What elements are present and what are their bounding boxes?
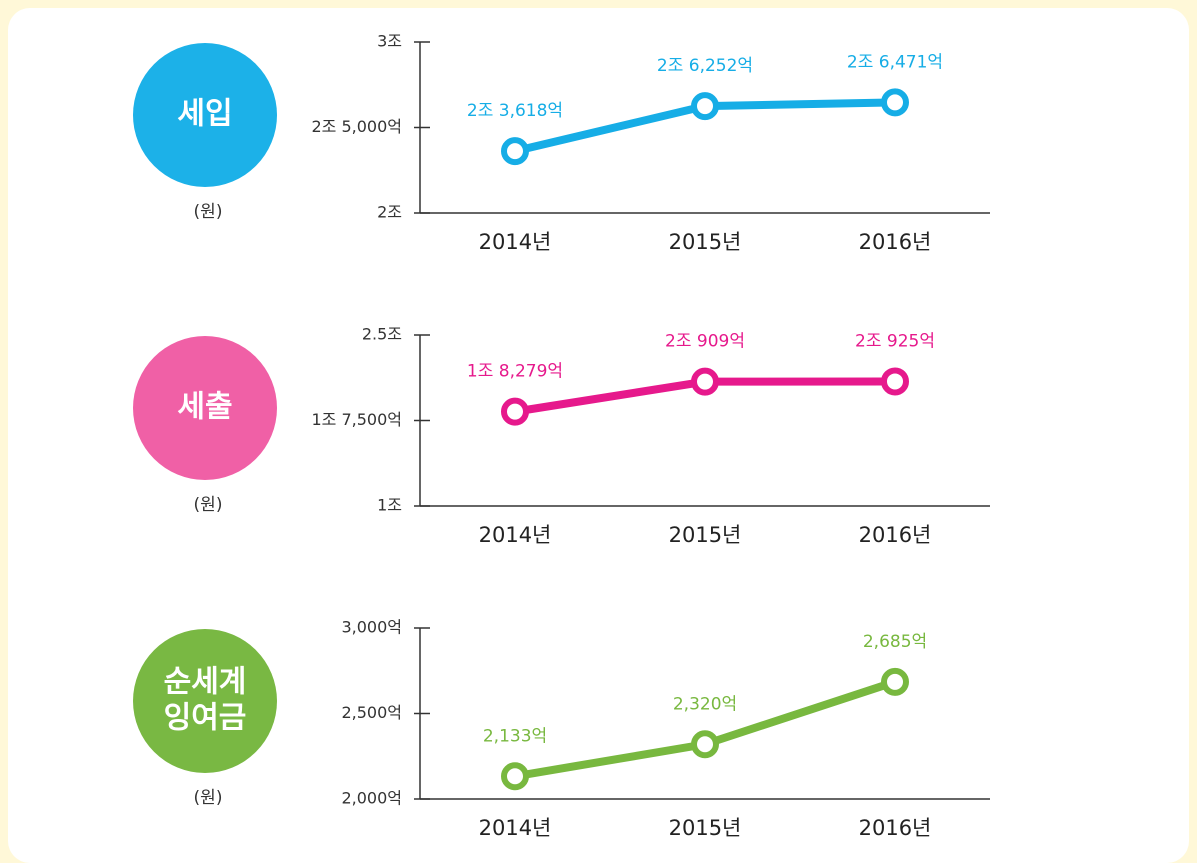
x-tick-label: 2016년 [859, 523, 932, 547]
value-label: 2,133억 [483, 726, 547, 746]
x-tick-label: 2014년 [479, 523, 552, 547]
panel [8, 8, 1189, 863]
badge [133, 629, 277, 773]
x-tick-label: 2014년 [479, 816, 552, 840]
x-tick-label: 2016년 [859, 230, 932, 254]
unit-label: (원) [194, 495, 223, 515]
y-tick-label: 3,000억 [341, 618, 402, 637]
value-label: 1조 8,279억 [467, 362, 563, 382]
x-tick-label: 2015년 [669, 816, 742, 840]
value-label: 2,685억 [863, 632, 927, 652]
value-label: 2조 6,471억 [847, 52, 943, 72]
value-label: 2,320억 [673, 694, 737, 714]
y-tick-label: 2.5조 [362, 325, 402, 344]
point [691, 367, 719, 396]
y-tick-label: 2,500억 [341, 703, 402, 722]
point [881, 667, 909, 696]
point [881, 367, 909, 396]
x-tick-label: 2015년 [669, 230, 742, 254]
value-label: 2조 6,252억 [657, 56, 753, 76]
badge-title: 순세계 [164, 665, 247, 700]
value-label: 2조 925억 [855, 331, 935, 351]
point [881, 88, 909, 117]
x-tick-label: 2014년 [479, 230, 552, 254]
unit-label: (원) [194, 202, 223, 222]
y-tick-label: 2조 5,000억 [311, 117, 402, 136]
unit-label: (원) [194, 788, 223, 808]
badge-title: 잉여금 [164, 701, 247, 736]
y-tick-label: 2조 [377, 203, 402, 222]
point [501, 137, 529, 166]
point [501, 397, 529, 426]
y-tick-label: 2,000억 [341, 789, 402, 808]
point [501, 762, 529, 791]
x-tick-label: 2016년 [859, 816, 932, 840]
y-tick-label: 3조 [377, 32, 402, 51]
point [691, 92, 719, 121]
x-tick-label: 2015년 [669, 523, 742, 547]
badge [133, 336, 277, 480]
y-tick-label: 1조 7,500억 [311, 410, 402, 429]
y-tick-label: 1조 [377, 496, 402, 515]
badge-title: 세입 [177, 97, 232, 132]
point [691, 730, 719, 759]
badge-title: 세출 [177, 390, 232, 425]
value-label: 2조 3,618억 [467, 101, 563, 121]
badge [133, 43, 277, 187]
value-label: 2조 909억 [665, 332, 745, 352]
